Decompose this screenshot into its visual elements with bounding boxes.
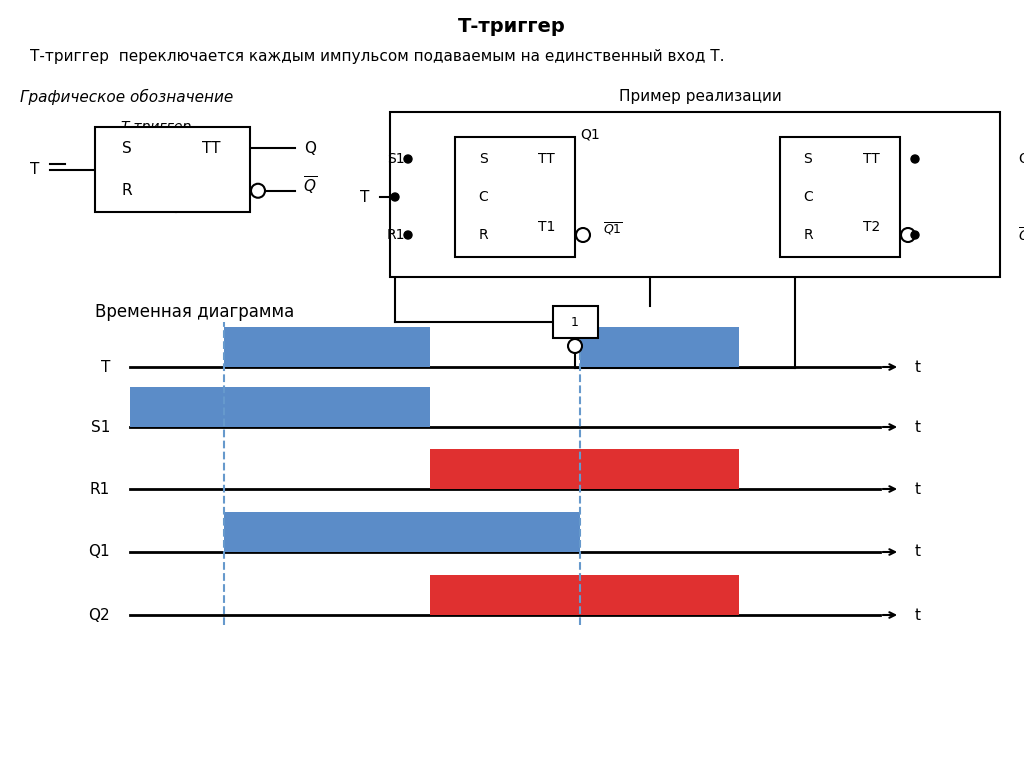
Text: C: C bbox=[478, 190, 487, 204]
Bar bbox=[95, 127, 250, 212]
Text: TT: TT bbox=[538, 152, 555, 166]
Text: Q2: Q2 bbox=[88, 607, 110, 623]
Text: Т-триггер  переключается каждым импульсом подаваемым на единственный вход Т.: Т-триггер переключается каждым импульсом… bbox=[30, 50, 725, 64]
Bar bbox=[553, 306, 597, 338]
Text: t: t bbox=[915, 607, 921, 623]
Text: TT: TT bbox=[202, 141, 220, 156]
Text: 1: 1 bbox=[571, 315, 579, 328]
Text: S: S bbox=[478, 152, 487, 166]
Circle shape bbox=[251, 184, 265, 198]
Circle shape bbox=[575, 228, 590, 242]
Text: Q1: Q1 bbox=[88, 545, 110, 559]
Text: TT: TT bbox=[863, 152, 880, 166]
Text: S1: S1 bbox=[387, 152, 406, 166]
Text: $\overline{Q2}$: $\overline{Q2}$ bbox=[1018, 225, 1024, 245]
Bar bbox=[224, 512, 580, 552]
Text: Q: Q bbox=[304, 141, 316, 156]
Text: R: R bbox=[122, 183, 132, 198]
Text: T2: T2 bbox=[862, 220, 880, 234]
Text: Графическое обозначение: Графическое обозначение bbox=[20, 89, 233, 105]
Text: Т-триггер: Т-триггер bbox=[120, 120, 191, 134]
Circle shape bbox=[911, 155, 919, 163]
Text: R1: R1 bbox=[90, 482, 110, 496]
Text: t: t bbox=[915, 482, 921, 496]
Text: $\overline{Q1}$: $\overline{Q1}$ bbox=[603, 221, 623, 237]
Bar bbox=[580, 327, 739, 367]
Text: R: R bbox=[803, 228, 813, 242]
Circle shape bbox=[404, 155, 412, 163]
Text: $\overline{Q}$: $\overline{Q}$ bbox=[303, 175, 317, 197]
Text: C: C bbox=[803, 190, 813, 204]
Circle shape bbox=[568, 339, 582, 353]
Bar bbox=[430, 575, 739, 615]
Text: Т-триггер: Т-триггер bbox=[458, 18, 566, 37]
Text: Q1: Q1 bbox=[580, 127, 600, 141]
Text: R: R bbox=[478, 228, 487, 242]
Text: T1: T1 bbox=[538, 220, 555, 234]
Bar bbox=[455, 137, 575, 257]
Bar bbox=[430, 449, 739, 489]
Text: S: S bbox=[122, 141, 132, 156]
Bar bbox=[780, 137, 900, 257]
Text: t: t bbox=[915, 420, 921, 434]
Circle shape bbox=[911, 231, 919, 239]
Text: T: T bbox=[360, 189, 370, 205]
Text: T: T bbox=[100, 360, 110, 374]
Circle shape bbox=[901, 228, 915, 242]
Bar bbox=[224, 327, 430, 367]
Bar bbox=[130, 387, 430, 427]
Text: Пример реализации: Пример реализации bbox=[618, 90, 781, 104]
Circle shape bbox=[404, 231, 412, 239]
Text: S: S bbox=[804, 152, 812, 166]
Text: t: t bbox=[915, 545, 921, 559]
Text: T: T bbox=[31, 162, 40, 177]
Text: Q2: Q2 bbox=[1018, 152, 1024, 166]
Text: Временная диаграмма: Временная диаграмма bbox=[95, 303, 295, 321]
Text: R1: R1 bbox=[386, 228, 406, 242]
Circle shape bbox=[391, 193, 399, 201]
Bar bbox=[390, 112, 1000, 277]
Text: S1: S1 bbox=[91, 420, 110, 434]
Text: t: t bbox=[915, 360, 921, 374]
